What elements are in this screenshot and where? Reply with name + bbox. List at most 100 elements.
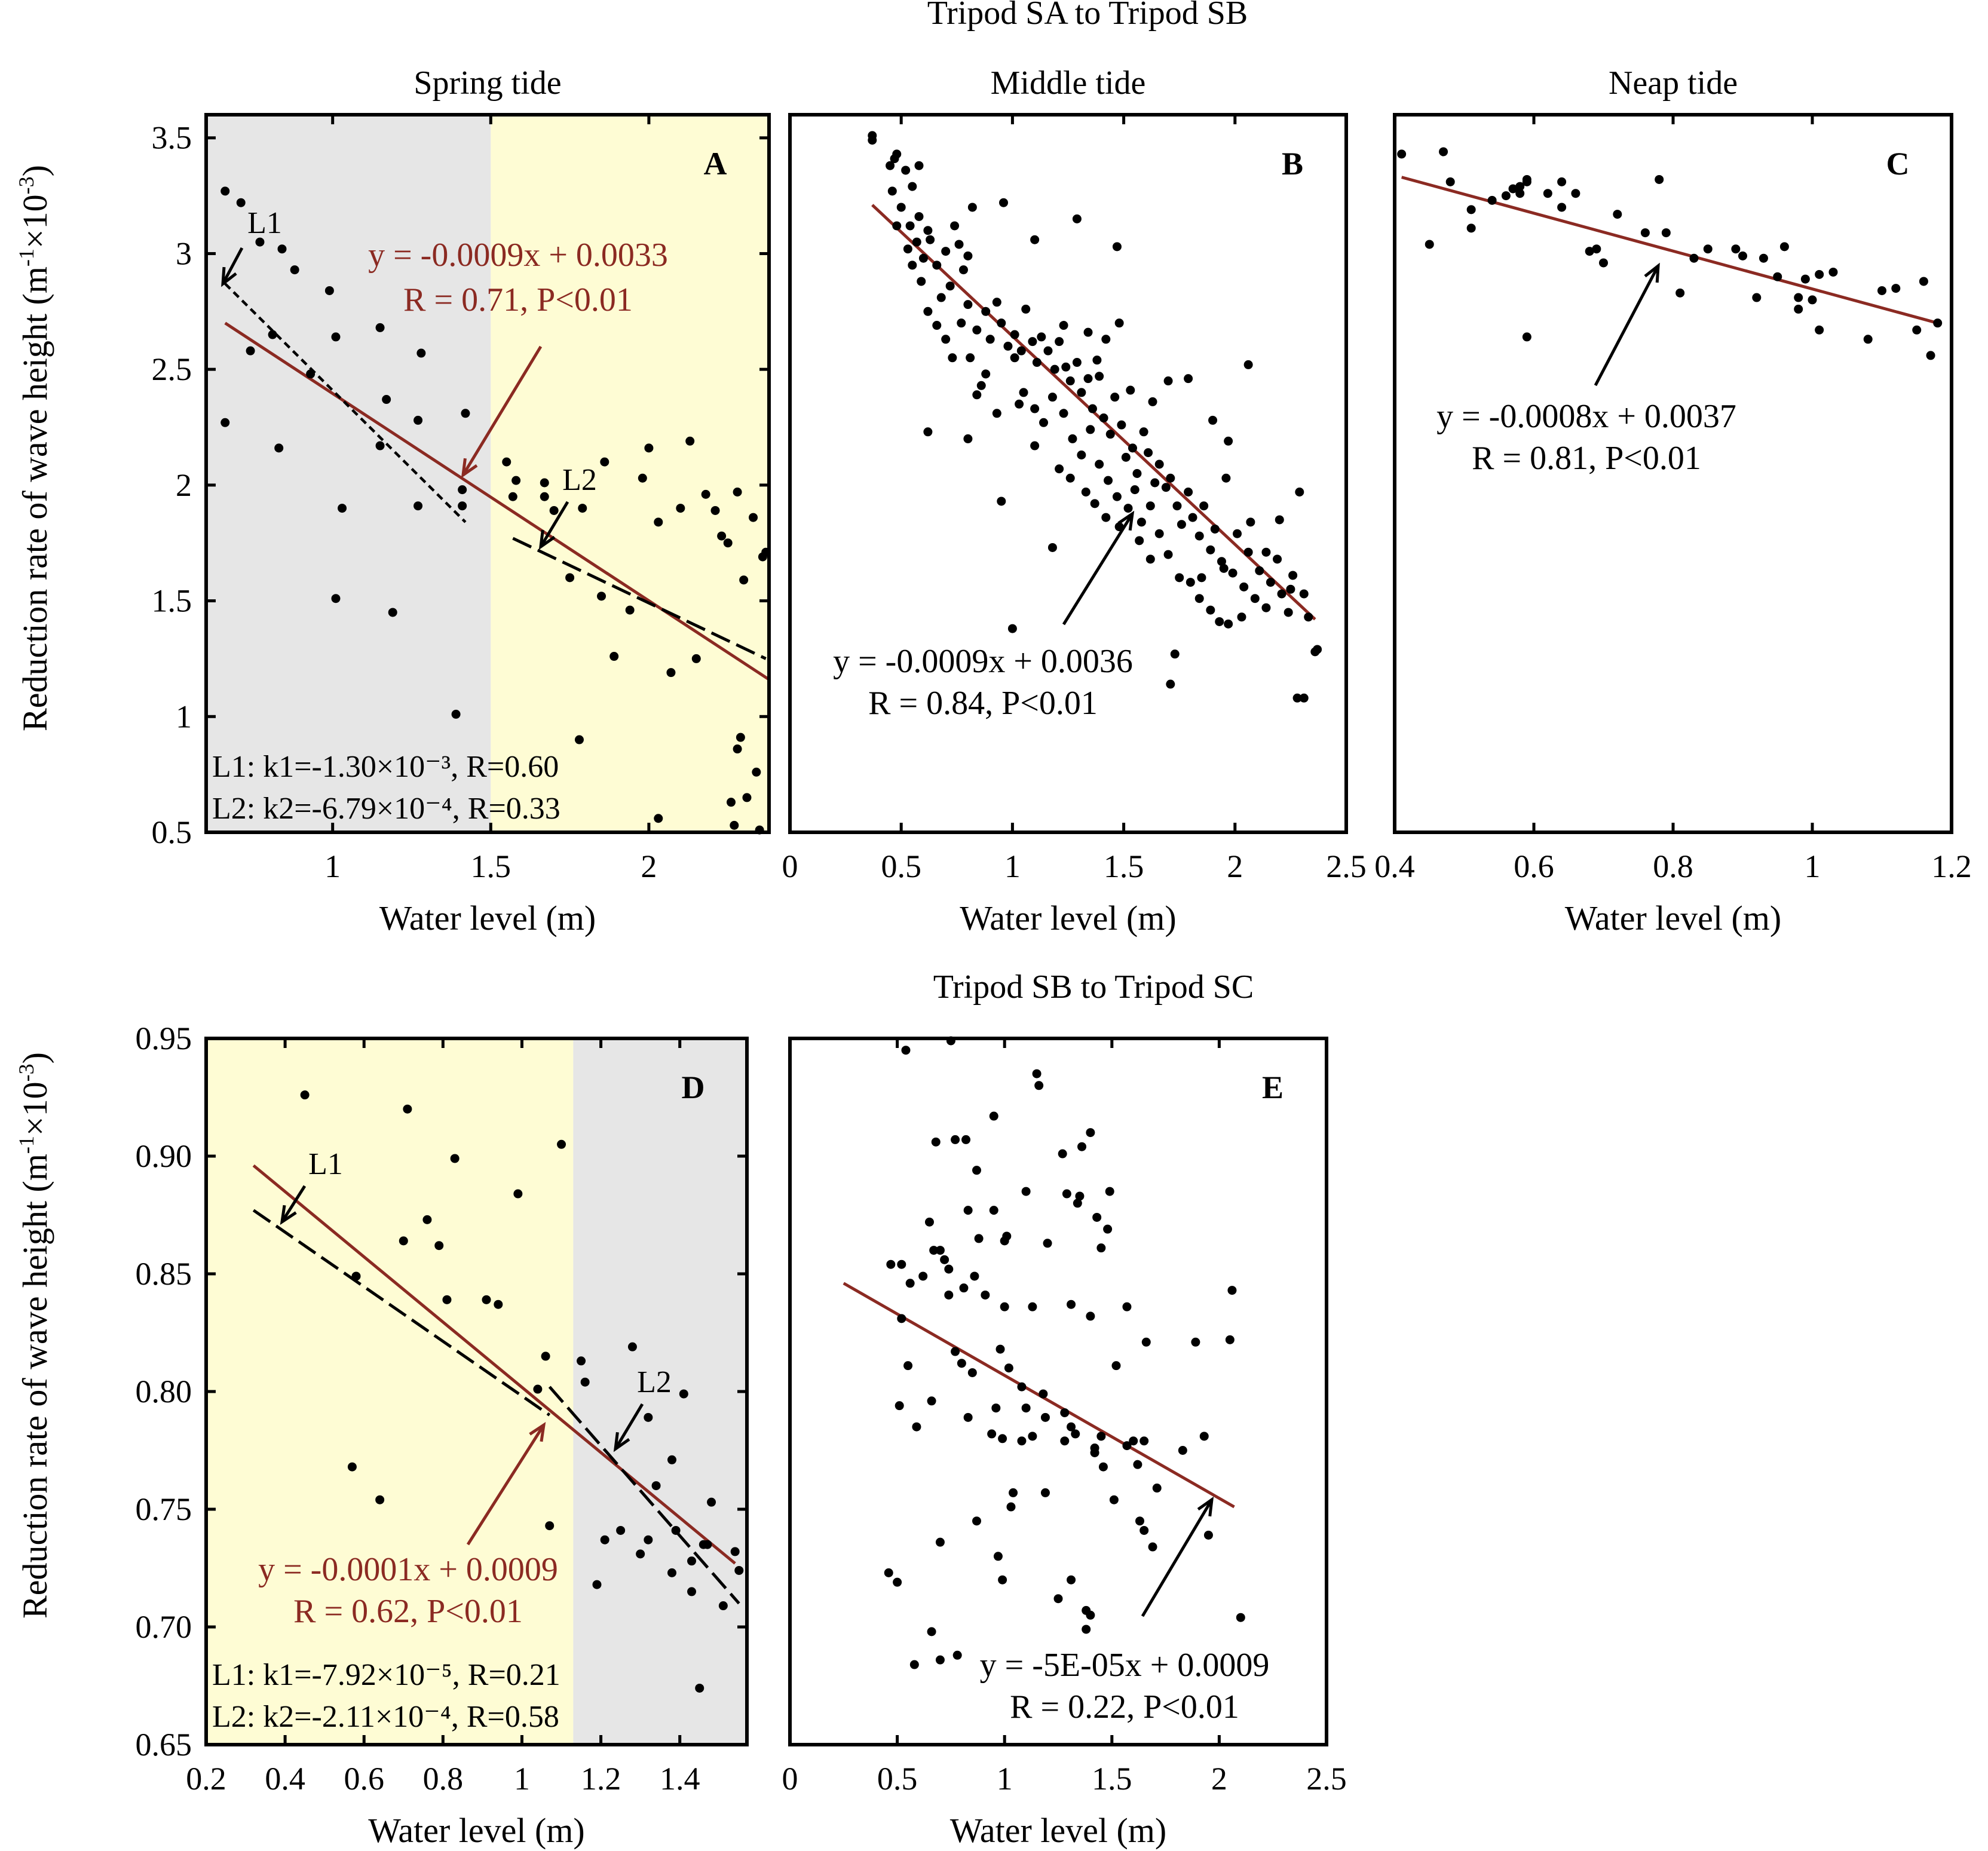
data-point — [1021, 304, 1031, 314]
data-point — [1266, 578, 1275, 587]
data-point — [1122, 1302, 1132, 1311]
data-point — [701, 489, 710, 499]
data-point — [1068, 434, 1077, 443]
data-point — [733, 744, 742, 754]
data-point — [1277, 589, 1286, 599]
data-point — [1086, 1128, 1095, 1138]
data-point — [1028, 1302, 1037, 1311]
data-point — [1522, 177, 1531, 186]
x-tick-label: 1.4 — [660, 1761, 700, 1797]
data-point — [1243, 547, 1253, 557]
data-point — [1154, 459, 1164, 469]
data-point — [742, 793, 752, 802]
data-point — [985, 335, 995, 344]
data-point — [609, 652, 619, 661]
y-tick-label: 0.85 — [136, 1256, 192, 1292]
data-point — [699, 1540, 708, 1549]
l2-stats: L2: k2=-2.11×10⁻⁴, R=0.58 — [212, 1700, 559, 1734]
regression-stats: R = 0.62, P<0.01 — [293, 1593, 523, 1630]
data-point — [1261, 603, 1271, 612]
data-point — [991, 1403, 1001, 1413]
data-point — [676, 504, 685, 513]
panel-label: B — [1282, 146, 1303, 182]
data-point — [734, 1565, 744, 1575]
data-point — [1059, 409, 1068, 418]
data-point — [954, 240, 964, 249]
data-point — [1128, 443, 1137, 453]
data-point — [220, 186, 230, 196]
data-point — [616, 1525, 626, 1535]
data-point — [1017, 1436, 1027, 1446]
data-point — [1055, 337, 1064, 347]
data-point — [897, 1314, 906, 1323]
data-point — [868, 136, 877, 145]
data-point — [1132, 469, 1142, 478]
data-point — [1086, 1311, 1095, 1321]
data-point — [324, 286, 334, 295]
equation-arrow — [1062, 510, 1135, 626]
data-point — [1032, 1069, 1042, 1078]
data-point — [1206, 605, 1215, 615]
data-point — [382, 395, 391, 404]
data-point — [1105, 1187, 1114, 1196]
data-point — [1243, 360, 1253, 369]
data-point — [1117, 420, 1126, 430]
data-point — [992, 298, 1001, 307]
y-tick-label: 2.5 — [152, 351, 192, 387]
data-point — [1445, 177, 1455, 186]
data-point — [1522, 332, 1531, 342]
data-point — [1141, 1337, 1151, 1347]
equation-arrow — [1141, 1496, 1214, 1617]
shading-yellow — [206, 1038, 574, 1745]
regression-equation: y = -0.0008x + 0.0037 — [1436, 398, 1736, 435]
data-point — [972, 390, 982, 400]
data-point — [1233, 529, 1242, 538]
data-point — [1067, 1300, 1076, 1309]
y-tick-label: 1 — [176, 698, 192, 734]
panel-d: 0.2 0.4 0.6 0.8 1 1.2 1.4 0.65 0.70 0.75 0.80 0.85 0… — [136, 1020, 749, 1850]
data-point — [667, 1455, 676, 1464]
data-point — [482, 1295, 491, 1304]
data-point — [1501, 191, 1511, 201]
l1-label: L1 — [308, 1147, 343, 1181]
x-tick-label: 1 — [1004, 848, 1021, 884]
data-point — [1163, 550, 1173, 559]
panel-label: D — [682, 1069, 705, 1105]
data-point — [1217, 557, 1226, 566]
data-point — [1206, 545, 1215, 554]
data-point — [886, 161, 895, 170]
data-point — [403, 1104, 412, 1114]
y-tick-label: 3 — [176, 235, 192, 271]
data-point — [513, 1189, 523, 1199]
data-point — [597, 592, 606, 601]
data-point — [1090, 1444, 1099, 1453]
data-point — [540, 478, 549, 488]
data-point — [1099, 413, 1108, 423]
l1-label: L1 — [247, 206, 282, 240]
data-point — [347, 1462, 357, 1472]
data-point — [1047, 393, 1057, 402]
data-point — [290, 265, 299, 275]
data-point — [1689, 253, 1699, 263]
regression-equation: y = -0.0009x + 0.0036 — [833, 643, 1133, 680]
data-point — [1133, 1460, 1142, 1469]
data-point — [914, 161, 924, 170]
data-point — [1028, 1432, 1037, 1441]
data-point — [1139, 427, 1148, 437]
x-tick-label: 2.5 — [1306, 1761, 1347, 1797]
data-point — [1703, 244, 1713, 254]
l2-arrow — [613, 1403, 644, 1452]
data-point — [1086, 425, 1095, 434]
data-point — [903, 1361, 913, 1371]
data-point — [1815, 325, 1824, 335]
data-point — [1082, 1605, 1091, 1615]
data-point — [540, 492, 549, 501]
data-point — [511, 476, 521, 485]
data-point — [644, 1535, 653, 1544]
data-point — [1039, 418, 1049, 427]
data-point — [963, 434, 973, 443]
data-point — [1599, 258, 1608, 268]
data-point — [976, 381, 986, 390]
data-point — [1000, 1302, 1009, 1311]
data-point — [625, 605, 635, 615]
